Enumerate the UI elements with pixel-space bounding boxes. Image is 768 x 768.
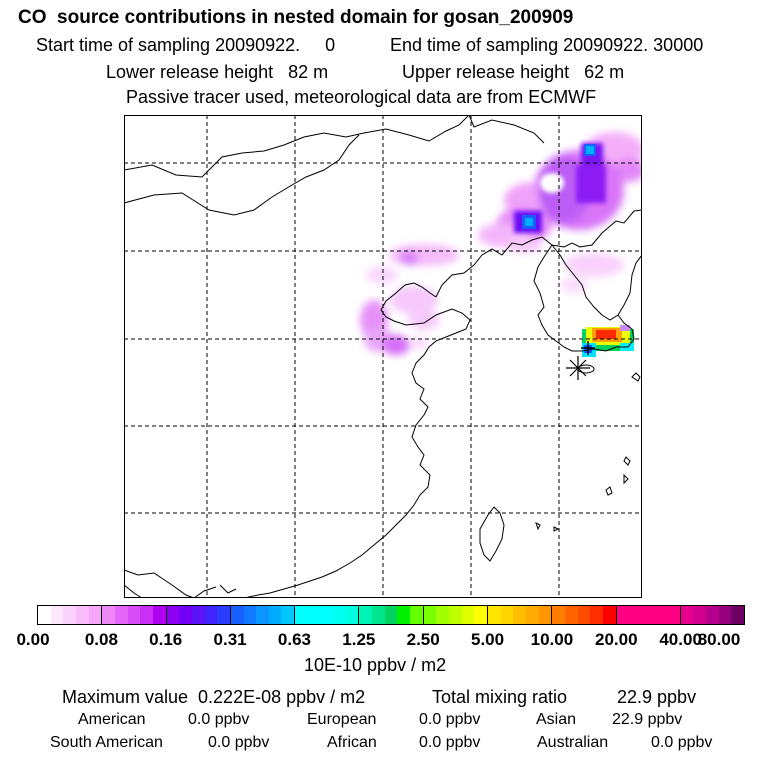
region-australian-label: Australian (537, 734, 609, 751)
color-scale-swatch (641, 606, 655, 624)
region-european-label: European (307, 711, 377, 728)
color-scale-swatch (410, 606, 424, 624)
region-australian-value: 0.0 ppbv (651, 734, 713, 751)
color-scale-swatch (513, 606, 526, 624)
color-scale-swatch (191, 606, 205, 624)
color-scale-swatch (706, 606, 719, 624)
color-scale-swatch (564, 606, 578, 624)
color-scale-swatch (152, 606, 167, 624)
color-scale-swatch (179, 606, 192, 624)
color-scale-tick-label: 10.00 (530, 630, 574, 649)
color-scale-tick-label: 0.00 (16, 630, 50, 649)
color-scale-swatch (88, 606, 103, 624)
color-scale-swatch (397, 606, 411, 624)
receptor-asterisk-icon (566, 356, 590, 380)
color-scale-swatch (718, 606, 732, 624)
color-scale-swatch (127, 606, 141, 624)
region-asian-label: Asian (536, 711, 577, 728)
color-scale-units: 10E-10 ppbv / m2 (304, 655, 447, 675)
color-scale-swatch (731, 606, 745, 624)
color-scale-tick-label: 5.00 (470, 630, 505, 649)
total-mixing-ratio-value: 22.9 ppbv (617, 687, 697, 707)
source-contribution-map (124, 115, 642, 598)
plot-title: CO source contributions in nested domain… (18, 7, 574, 28)
color-scale-swatch (166, 606, 180, 624)
color-scale-ticks: 0.00 0.08 0.16 0.31 0.63 1.25 2.50 5.00 10.00 20.… (0, 630, 768, 650)
color-scale-swatch (474, 606, 488, 624)
sampling-start-time: Start time of sampling 20090922. 0 (36, 35, 336, 55)
region-african-label: African (327, 734, 377, 751)
upper-release-height: Upper release height 62 m (402, 62, 625, 82)
color-scale-swatch (281, 606, 296, 624)
color-scale-swatch (525, 606, 539, 624)
color-scale-tick-label: 20.00 (594, 630, 638, 649)
color-scale-tick-label: 0.08 (84, 630, 118, 649)
color-scale-swatch (359, 606, 373, 624)
color-scale-swatch (307, 606, 321, 624)
color-scale-swatch (423, 606, 437, 624)
lat-lon-grid (124, 115, 642, 598)
color-scale-swatch (243, 606, 257, 624)
color-scale-tick-label: 40.00 (659, 630, 702, 649)
color-scale-swatch (629, 606, 642, 624)
region-south-american-label: South American (50, 734, 163, 751)
color-scale-swatch (616, 606, 630, 624)
color-scale-tick-label: 0.31 (213, 630, 247, 649)
color-scale-swatch (500, 606, 514, 624)
color-scale-swatch (230, 606, 244, 624)
color-scale-tick-label: 0.16 (149, 630, 183, 649)
region-south-american-value: 0.0 ppbv (208, 734, 270, 751)
tracer-note: Passive tracer used, meteorological data… (126, 87, 597, 107)
region-african-value: 0.0 ppbv (419, 734, 481, 751)
color-scale-swatch (436, 606, 449, 624)
color-scale-swatch (654, 606, 668, 624)
concentration-field (360, 132, 642, 357)
color-scale-swatch (487, 606, 501, 624)
region-american-value: 0.0 ppbv (188, 711, 250, 728)
color-scale-swatch (680, 606, 694, 624)
color-scale-swatch (667, 606, 681, 624)
sampling-end-time: End time of sampling 20090922. 30000 (390, 35, 704, 55)
color-scale-swatch (384, 606, 398, 624)
color-scale-swatch (372, 606, 385, 624)
lower-release-height: Lower release height 82 m (106, 62, 329, 82)
color-scale-swatch (538, 606, 553, 624)
color-scale-swatch (204, 606, 218, 624)
color-scale-swatch (140, 606, 153, 624)
color-scale-swatch (268, 606, 282, 624)
color-scale-swatch (449, 606, 462, 624)
color-scale-swatch (320, 606, 334, 624)
color-scale-tick-label: 1.25 (342, 630, 376, 649)
color-scale-tick-label: 80.00 (697, 630, 741, 649)
region-european-value: 0.0 ppbv (419, 711, 481, 728)
color-scale-swatch (602, 606, 617, 624)
color-scale-swatch (333, 606, 346, 624)
color-scale-swatch (693, 606, 707, 624)
color-scale-swatch (256, 606, 269, 624)
color-scale-swatch (63, 606, 76, 624)
color-scale-swatch (50, 606, 64, 624)
color-scale-swatch (345, 606, 360, 624)
coastlines (124, 115, 642, 598)
color-scale-swatch (217, 606, 231, 624)
color-scale-swatch (461, 606, 475, 624)
color-scale-swatch (577, 606, 591, 624)
color-scale-swatch (114, 606, 128, 624)
color-scale-swatch (38, 606, 51, 624)
maximum-value: Maximum value 0.222E-08 ppbv / m2 (62, 687, 366, 707)
region-asian-value: 22.9 ppbv (612, 711, 683, 728)
source-cross-icon (581, 341, 595, 355)
color-scale-tick-label: 0.63 (277, 630, 311, 649)
color-scale-swatch (552, 606, 565, 624)
color-scale-swatch (102, 606, 115, 624)
color-scale-swatch (295, 606, 308, 624)
color-scale-tick-label: 2.50 (406, 630, 440, 649)
color-scale-swatch (75, 606, 89, 624)
color-scale-swatch (590, 606, 603, 624)
region-american-label: American (78, 711, 146, 728)
total-mixing-ratio-label: Total mixing ratio (432, 687, 568, 707)
color-scale-bar (37, 605, 745, 625)
